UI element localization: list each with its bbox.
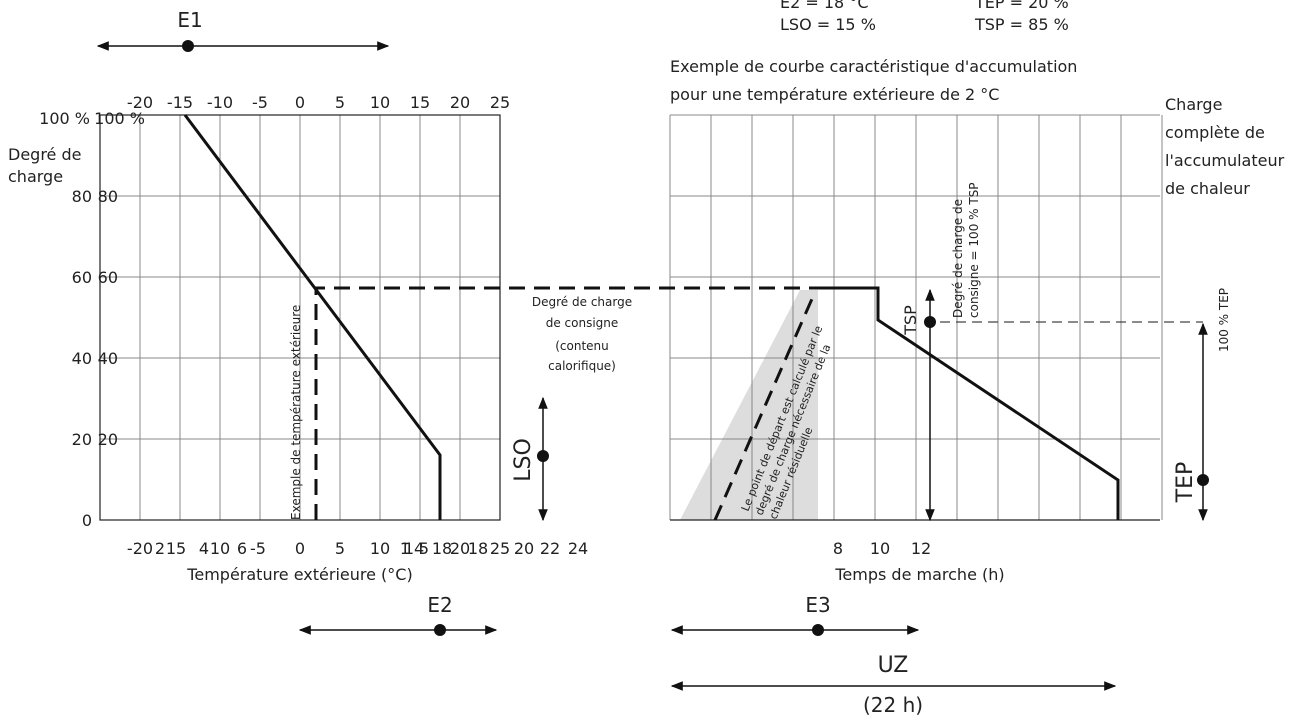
label: E3 [805,593,830,617]
tick-label: 80 [72,187,92,206]
tick-label: 22 [540,539,560,558]
tick-label: 0 [295,539,305,558]
tick-label: 25 [490,539,510,558]
note: Degré de charge de [951,199,965,318]
note: 100 % TEP [1217,288,1231,352]
dashed [314,286,820,520]
tick-label: 24 [568,539,588,558]
label: TSP [901,305,920,336]
tick-label: -10 [207,93,233,112]
tick-label: 15 [166,539,186,558]
tick-label: 20 [98,430,118,449]
note: (contenu [555,339,609,353]
tick-label: 60 [72,268,92,287]
dot [812,624,824,636]
tick-label: 10 [370,539,390,558]
tick-label: 10 [210,539,230,558]
tick-label: 5 [419,539,429,558]
tick-label: 20 [514,539,534,558]
label: LSO [511,438,536,482]
side-title: de chaleur [1165,179,1250,198]
label: E1 [177,8,202,32]
tick-label: -5 [252,93,268,112]
label: TEP [1173,462,1198,504]
grids [99,114,1163,521]
tick-label: 100 % [94,109,145,128]
tick-label: 5 [335,539,345,558]
header: TEP = 20 % [974,0,1069,12]
dot [182,40,194,52]
tick-label: 25 [490,93,510,112]
layer: E2 = 18 °C TEP = 20 % LSO = 15 % TSP = 8… [8,0,1285,717]
tick-label: 20 [450,539,470,558]
tick-label: 40 [72,349,92,368]
tick-label: 60 [98,268,118,287]
tick-label: 8 [833,539,843,558]
tick-label: 2 [155,539,165,558]
shade [680,290,818,520]
tick-label: 18 [468,539,488,558]
tick-label: 80 [98,187,118,206]
dot [537,450,549,462]
tick-label: 4 [199,539,209,558]
tick-label: 10 [870,539,890,558]
tick-label: 14 [404,539,424,558]
tick-label: -20 [127,93,153,112]
side-title: complète de [1165,123,1265,142]
note: Exemple de température extérieure [289,305,303,520]
tick-label: 12 [911,539,931,558]
label: (22 h) [863,693,923,717]
tick-label: -15 [167,93,193,112]
header: LSO = 15 % [780,15,876,34]
tick-label: 6 [237,539,247,558]
note: calorifique) [548,359,616,373]
note: de consigne [546,316,619,330]
curve [818,286,1120,520]
tick-label: 10 [370,93,390,112]
dot [924,316,936,328]
side-title: Charge [1165,95,1222,114]
tick-label: 100 % [39,109,90,128]
tick-label: 20 [450,93,470,112]
tick-label: -20 [127,539,153,558]
tick-label: 1 [400,539,410,558]
side-title: l'accumulateur [1165,151,1285,170]
tick-label: 5 [335,93,345,112]
axis-title: Degré de [8,145,81,164]
header: TSP = 85 % [974,15,1069,34]
tick-label: 0 [295,93,305,112]
dot [434,624,446,636]
axis-title: charge [8,167,63,186]
title: Exemple de courbe caractéristique d'accu… [670,57,1077,76]
dot [1197,474,1209,486]
dashed [713,291,817,521]
curve [183,114,442,520]
axis-title: Température extérieure (°C) [186,565,412,584]
header: E2 = 18 °C [780,0,868,12]
frame [99,114,501,521]
axis-title: Temps de marche (h) [834,565,1004,584]
note: consigne = 100 % TSP [967,182,981,318]
label: UZ [878,653,909,678]
title: pour une température extérieure de 2 °C [670,85,999,104]
label: E2 [427,593,452,617]
tick-label: 20 [72,430,92,449]
tick-label: 40 [98,349,118,368]
tick-label: 18 [432,539,452,558]
note: Degré de charge [532,295,632,309]
tick-label: -5 [250,539,266,558]
tick-label: 0 [82,511,92,530]
tick-label: 15 [410,93,430,112]
